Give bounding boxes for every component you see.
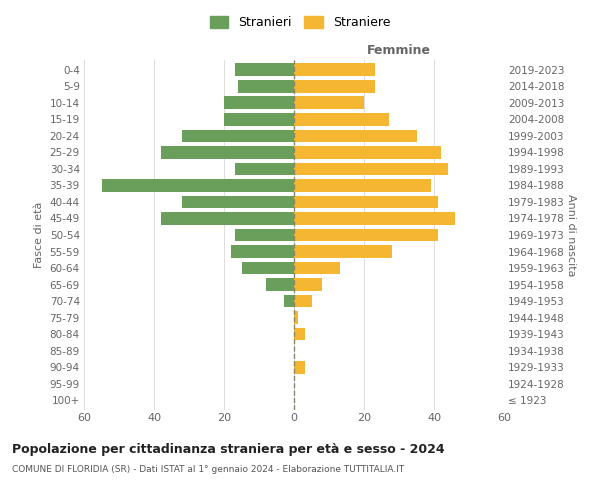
Bar (284, 294, 294, 308)
Bar (235, 228, 294, 241)
Bar (294, 328, 305, 340)
Bar (294, 278, 322, 291)
Bar (294, 80, 374, 93)
Bar (101, 179, 294, 192)
Bar (294, 130, 416, 142)
Bar (182, 196, 294, 208)
Bar (235, 162, 294, 175)
Bar (294, 212, 455, 225)
Bar (161, 146, 294, 159)
Bar (224, 113, 294, 126)
Bar (294, 146, 441, 159)
Bar (294, 294, 311, 308)
Bar (294, 96, 364, 110)
Bar (294, 311, 298, 324)
Bar (294, 262, 340, 274)
Bar (294, 245, 392, 258)
Y-axis label: Fasce di età: Fasce di età (34, 202, 44, 268)
Bar (238, 80, 294, 93)
Bar (294, 64, 374, 76)
Bar (294, 113, 389, 126)
Legend: Stranieri, Straniere: Stranieri, Straniere (205, 11, 395, 34)
Bar (294, 360, 305, 374)
Text: COMUNE DI FLORIDIA (SR) - Dati ISTAT al 1° gennaio 2024 - Elaborazione TUTTITALI: COMUNE DI FLORIDIA (SR) - Dati ISTAT al … (12, 465, 404, 474)
Bar (294, 162, 448, 175)
Bar (231, 245, 294, 258)
Bar (241, 262, 294, 274)
Bar (294, 196, 437, 208)
Text: Femmine: Femmine (367, 44, 431, 57)
Bar (224, 96, 294, 110)
Bar (182, 130, 294, 142)
Bar (235, 64, 294, 76)
Bar (266, 278, 294, 291)
Bar (161, 212, 294, 225)
Bar (294, 228, 437, 241)
Text: Popolazione per cittadinanza straniera per età e sesso - 2024: Popolazione per cittadinanza straniera p… (12, 442, 445, 456)
Bar (294, 179, 431, 192)
Y-axis label: Anni di nascita: Anni di nascita (566, 194, 576, 276)
